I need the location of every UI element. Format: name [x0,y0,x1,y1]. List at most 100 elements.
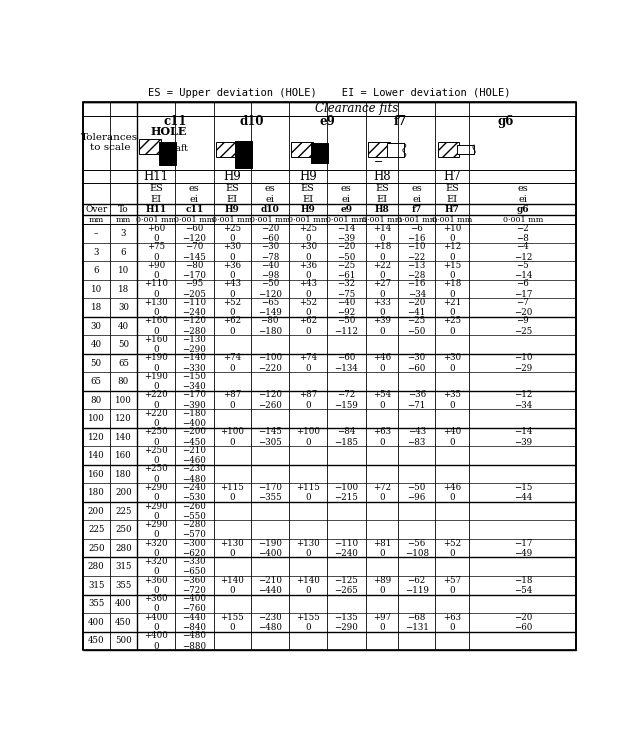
Text: c11: c11 [163,115,187,128]
Bar [457,145,474,154]
Text: 400: 400 [88,618,105,627]
Text: +140
0: +140 0 [296,575,320,595]
Text: es
ei: es ei [518,184,529,204]
Text: +30
0: +30 0 [299,243,317,262]
Text: −25
−61: −25 −61 [337,261,356,280]
Text: 355: 355 [88,600,104,608]
Text: ES
EI: ES EI [301,184,315,204]
Text: f7: f7 [412,205,422,214]
Text: −68
−131: −68 −131 [405,613,429,632]
Text: 225: 225 [115,507,132,516]
Text: 500: 500 [115,636,132,645]
Text: +21
0: +21 0 [443,298,462,317]
Text: +62
0: +62 0 [299,317,317,336]
Text: H8: H8 [374,205,389,214]
Text: 0·001 mm: 0·001 mm [432,216,473,224]
Text: +81
0: +81 0 [373,539,391,558]
Text: −230
−480: −230 −480 [183,465,206,484]
Text: H9: H9 [300,205,315,214]
Text: −36
−71: −36 −71 [408,391,426,410]
Text: −80
−180: −80 −180 [258,317,282,336]
Bar [216,142,238,158]
Text: −110
−240: −110 −240 [182,298,206,317]
Text: −20
−50: −20 −50 [337,243,356,262]
Text: 65: 65 [91,377,102,386]
Text: +97
0: +97 0 [373,613,391,632]
Text: +25
0: +25 0 [299,224,317,243]
Text: +115
0: +115 0 [221,483,244,502]
Text: +87
0: +87 0 [299,391,317,410]
Text: +43
0: +43 0 [223,279,241,299]
Text: +27
0: +27 0 [373,279,391,299]
Text: −150
−340: −150 −340 [183,372,206,391]
Text: −190
−400: −190 −400 [258,539,282,558]
Text: +90
0: +90 0 [147,261,165,280]
Text: 0·001 mm: 0·001 mm [397,216,437,224]
Text: +52
0: +52 0 [223,298,241,317]
Text: d10: d10 [260,205,279,214]
Text: 0·001 mm: 0·001 mm [287,216,328,224]
Text: 100: 100 [115,396,132,405]
Text: −10
−22: −10 −22 [408,243,426,262]
Text: −2
−8: −2 −8 [516,224,529,243]
Text: +33
0: +33 0 [373,298,391,317]
Text: +74
0: +74 0 [223,353,241,373]
Text: +46
0: +46 0 [373,353,391,373]
Text: +130
0: +130 0 [296,539,320,558]
Text: 0·001 mm: 0·001 mm [136,216,176,224]
Text: 160: 160 [115,452,132,460]
Text: 18: 18 [91,303,102,312]
Text: es
ei: es ei [264,184,275,204]
Text: +220
0: +220 0 [144,409,168,428]
Text: HOLE: HOLE [151,125,187,136]
Text: +14
0: +14 0 [373,224,391,243]
Text: +190
0: +190 0 [144,353,168,373]
Text: +18
0: +18 0 [443,279,462,299]
Text: 80: 80 [91,396,102,405]
Text: 0·001 mm: 0·001 mm [326,216,367,224]
Text: 400: 400 [115,600,132,608]
Text: es
ei: es ei [412,184,422,204]
Text: −13
−28: −13 −28 [408,261,426,280]
Text: +400
0: +400 0 [144,631,168,650]
Text: +60
0: +60 0 [147,224,165,243]
Text: f7: f7 [394,115,407,128]
Text: ES = Upper deviation (HOLE)    EI = Lower deviation (HOLE): ES = Upper deviation (HOLE) EI = Lower d… [148,89,511,98]
Text: +360
0: +360 0 [144,575,168,595]
Text: −100
−215: −100 −215 [334,483,358,502]
Text: −260
−550: −260 −550 [183,501,206,521]
Text: +130
0: +130 0 [221,539,244,558]
Text: mm: mm [116,216,131,224]
Text: −20
−41: −20 −41 [408,298,426,317]
Text: 50: 50 [91,358,102,368]
Text: +155
0: +155 0 [221,613,244,632]
Text: ES
EI: ES EI [446,184,459,204]
Text: +52
0: +52 0 [443,539,462,558]
Text: +160
0: +160 0 [144,335,168,354]
Text: +57
0: +57 0 [443,575,462,595]
Text: +220
0: +220 0 [144,391,168,410]
Text: 30: 30 [118,303,129,312]
Text: −40
−98: −40 −98 [260,261,279,280]
Bar [137,102,576,116]
Text: +36
0: +36 0 [223,261,241,280]
Text: +30
0: +30 0 [223,243,241,262]
Text: −100
−220: −100 −220 [258,353,282,373]
Text: −170
−390: −170 −390 [183,391,206,410]
Text: −65
−149: −65 −149 [258,298,282,317]
Text: −7
−20: −7 −20 [514,298,532,317]
Text: H9: H9 [225,205,240,214]
Text: 225: 225 [88,526,105,534]
Text: +155
0: +155 0 [296,613,320,632]
Text: −360
−720: −360 −720 [183,575,206,595]
Text: H8: H8 [373,170,391,183]
Text: −110
−240: −110 −240 [334,539,358,558]
Text: +190
0: +190 0 [144,372,168,391]
Text: −30
−60: −30 −60 [408,353,426,373]
Text: −50
−120: −50 −120 [258,279,282,299]
Text: e9: e9 [340,205,352,214]
Text: H11: H11 [145,205,167,214]
Text: +250
0: +250 0 [144,465,168,484]
Text: −17
−49: −17 −49 [514,539,532,558]
Text: −14
−39: −14 −39 [337,224,356,243]
